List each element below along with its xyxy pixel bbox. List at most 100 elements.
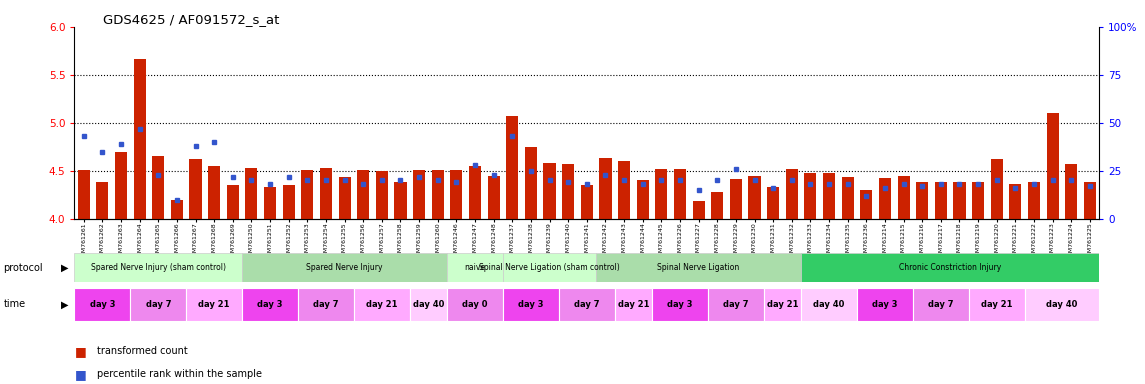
Bar (597, 253, 802, 282)
Bar (524, 147, 537, 219)
Text: Spared Nerve Injury: Spared Nerve Injury (307, 263, 382, 272)
Bar (562, 164, 575, 219)
Text: day 21: day 21 (366, 300, 397, 309)
Bar (842, 177, 854, 219)
Bar (767, 187, 780, 219)
Bar (749, 176, 760, 219)
Bar (1025, 288, 1099, 321)
Bar (74, 253, 242, 282)
Bar (618, 161, 630, 219)
Text: naive: naive (465, 263, 485, 272)
Bar (432, 170, 444, 219)
Text: time: time (3, 299, 25, 310)
Bar (354, 288, 410, 321)
Bar (599, 159, 611, 219)
Text: day 21: day 21 (767, 300, 798, 309)
Bar (357, 170, 370, 219)
Bar (729, 179, 742, 219)
Text: day 40: day 40 (813, 300, 845, 309)
Bar (913, 288, 969, 321)
Bar (1009, 184, 1021, 219)
Bar (298, 288, 354, 321)
Text: protocol: protocol (3, 263, 44, 273)
Text: day 0: day 0 (463, 300, 488, 309)
Text: day 7: day 7 (145, 300, 171, 309)
Bar (655, 169, 668, 219)
Bar (264, 187, 276, 219)
Text: ■: ■ (74, 368, 86, 381)
Text: day 3: day 3 (872, 300, 898, 309)
Bar (242, 288, 298, 321)
Bar (208, 166, 220, 219)
Bar (879, 178, 891, 219)
Bar (339, 177, 350, 219)
Text: Spared Nerve Injury (sham control): Spared Nerve Injury (sham control) (90, 263, 226, 272)
Bar (708, 288, 764, 321)
Text: day 21: day 21 (198, 300, 230, 309)
Text: day 7: day 7 (929, 300, 954, 309)
Bar (410, 288, 447, 321)
Bar (134, 59, 145, 219)
Bar (898, 176, 909, 219)
Text: day 7: day 7 (574, 300, 600, 309)
Bar (187, 288, 242, 321)
Bar (96, 182, 109, 219)
Bar (503, 253, 597, 282)
Text: GDS4625 / AF091572_s_at: GDS4625 / AF091572_s_at (103, 13, 279, 26)
Text: percentile rank within the sample: percentile rank within the sample (97, 369, 262, 379)
Bar (171, 200, 183, 219)
Bar (469, 166, 481, 219)
Bar (615, 288, 652, 321)
Text: day 7: day 7 (724, 300, 749, 309)
Bar (301, 170, 314, 219)
Bar (319, 168, 332, 219)
Text: transformed count: transformed count (97, 346, 188, 356)
Text: day 3: day 3 (519, 300, 544, 309)
Bar (785, 169, 798, 219)
Bar (376, 171, 388, 219)
Bar (189, 159, 202, 219)
Text: day 40: day 40 (412, 300, 444, 309)
Text: ▶: ▶ (61, 263, 69, 273)
Text: ■: ■ (74, 345, 86, 358)
Bar (131, 288, 187, 321)
Text: ▶: ▶ (61, 299, 69, 310)
Bar (856, 288, 913, 321)
Text: Chronic Constriction Injury: Chronic Constriction Injury (899, 263, 1001, 272)
Text: day 3: day 3 (668, 300, 693, 309)
Text: day 7: day 7 (314, 300, 339, 309)
Bar (764, 288, 801, 321)
Bar (152, 157, 165, 219)
Bar (503, 288, 559, 321)
Text: day 3: day 3 (89, 300, 116, 309)
Bar (227, 185, 239, 219)
Bar (990, 159, 1003, 219)
Bar (245, 168, 258, 219)
Bar (114, 152, 127, 219)
Bar (693, 200, 704, 219)
Bar (652, 288, 708, 321)
Text: day 3: day 3 (258, 300, 283, 309)
Bar (242, 253, 447, 282)
Text: day 21: day 21 (981, 300, 1012, 309)
Bar (802, 253, 1099, 282)
Text: day 40: day 40 (1047, 300, 1077, 309)
Bar (1028, 182, 1040, 219)
Bar (1084, 182, 1096, 219)
Bar (488, 176, 499, 219)
Bar (804, 173, 816, 219)
Bar (447, 253, 503, 282)
Bar (802, 288, 856, 321)
Bar (506, 116, 519, 219)
Bar (934, 182, 947, 219)
Bar (969, 288, 1025, 321)
Bar (581, 185, 593, 219)
Bar (972, 182, 985, 219)
Bar (413, 170, 425, 219)
Text: day 21: day 21 (617, 300, 649, 309)
Bar (559, 288, 615, 321)
Bar (711, 192, 724, 219)
Bar (544, 163, 555, 219)
Bar (637, 180, 649, 219)
Bar (823, 173, 835, 219)
